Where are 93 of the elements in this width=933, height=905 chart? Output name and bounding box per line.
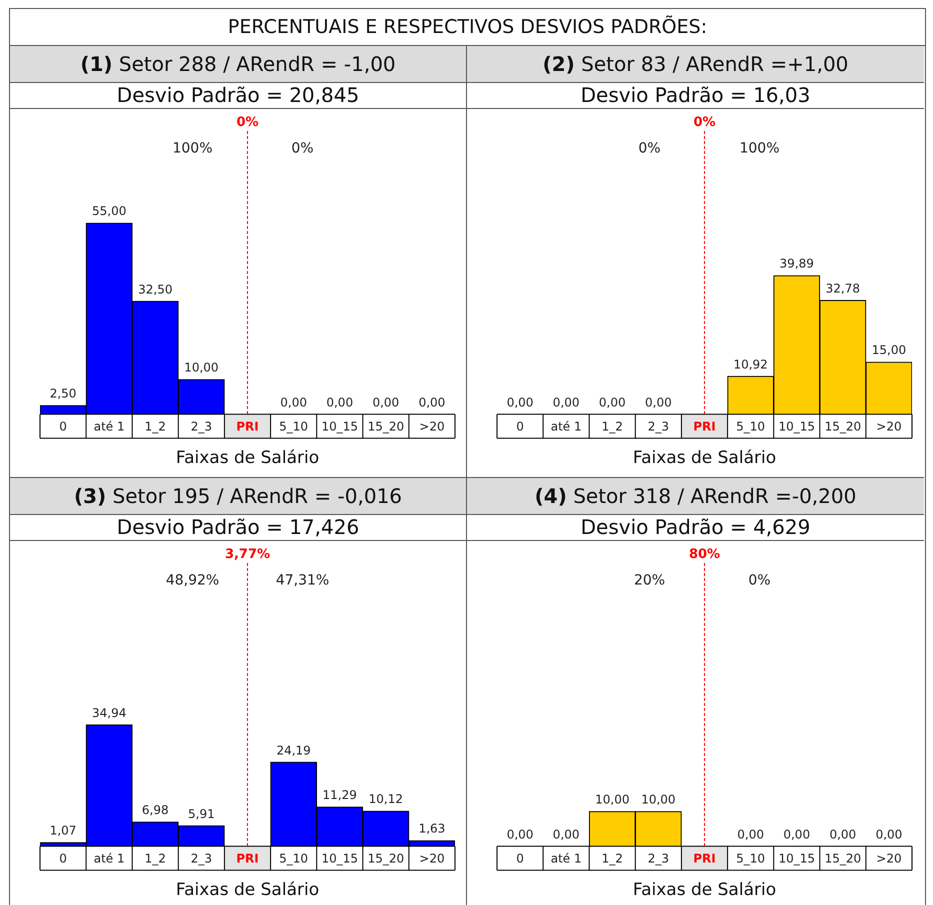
x-tick-label: até 1 [550, 852, 582, 866]
x-tick-label: PRI [693, 420, 716, 434]
data-label: 15,00 [872, 343, 906, 358]
ref-line-label: 0% [693, 114, 716, 130]
data-label: 10,12 [368, 792, 404, 806]
data-label: 0,00 [326, 395, 354, 410]
x-tick-label: 5_10 [736, 852, 766, 866]
data-label: 1,07 [50, 824, 76, 838]
data-label: 32,78 [826, 281, 860, 296]
chart-subtitle: Desvio Padrão = 17,426 [10, 515, 466, 541]
x-tick-label: 5_10 [736, 420, 766, 434]
chart-subtitle: Desvio Padrão = 20,845 [10, 83, 466, 109]
chart-title: (1) Setor 288 / ARendR = -1,00 [10, 46, 466, 83]
x-tick-label: >20 [419, 420, 445, 434]
x-tick-label: 2_3 [648, 852, 670, 866]
x-tick-label: 0 [59, 852, 67, 866]
chart-title: (4) Setor 318 / ARendR =-0,200 [467, 478, 924, 515]
x-tick-label: PRI [236, 852, 259, 866]
chart-title: (2) Setor 83 / ARendR =+1,00 [467, 46, 924, 83]
x-axis-title: Faixas de Salário [176, 448, 320, 468]
data-label: 0,00 [876, 827, 902, 842]
text: 20% [634, 572, 666, 589]
data-label: 10,00 [184, 360, 219, 375]
x-axis-title: Faixas de Salário [632, 880, 776, 900]
data-label: 1,63 [418, 822, 446, 836]
x-tick-label: 5_10 [279, 852, 308, 866]
data-label: 0,00 [506, 827, 534, 842]
x-tick-label: 15_20 [368, 852, 404, 866]
data-label: 0,00 [506, 395, 534, 410]
x-tick-label: PRI [693, 852, 716, 866]
ref-line-label: 80% [688, 546, 720, 562]
data-label: 0,00 [598, 395, 626, 410]
text: 0% [638, 140, 661, 157]
x-tick-label: 2_3 [190, 852, 212, 866]
x-tick-label: 0 [59, 420, 67, 434]
text: 48,92% [166, 572, 220, 589]
data-label: 0,00 [783, 827, 810, 842]
x-tick-label: 10_15 [778, 420, 815, 434]
data-label: 0,00 [418, 395, 446, 410]
x-tick-label: 15_20 [824, 852, 862, 866]
data-label: 24,19 [276, 743, 311, 758]
x-tick-label: até 1 [94, 420, 125, 434]
data-label: 55,00 [92, 204, 126, 218]
x-tick-label: 15_20 [368, 420, 404, 434]
text: 47,31% [276, 572, 330, 589]
text: 0% [291, 140, 314, 157]
text: 100% [739, 140, 780, 157]
text: PERCENTUAIS E RESPECTIVOS DESVIOS PADRÕES: [10, 9, 925, 46]
x-tick-label: 10_15 [778, 852, 815, 866]
data-label: 0,00 [829, 827, 856, 842]
data-label: 6,98 [142, 803, 169, 818]
data-label: 0,00 [552, 395, 580, 410]
x-tick-label: >20 [419, 852, 445, 866]
x-tick-label: 5_10 [279, 420, 308, 434]
data-label: 11,29 [322, 788, 357, 802]
x-tick-label: até 1 [94, 852, 125, 866]
data-label: 2,50 [50, 386, 76, 401]
chart-subtitle: Desvio Padrão = 16,03 [467, 83, 924, 109]
data-label: 0,00 [552, 827, 580, 842]
x-tick-label: >20 [876, 852, 902, 866]
x-tick-label: 2_3 [648, 420, 670, 434]
x-tick-label: 0 [516, 852, 524, 866]
x-tick-label: 1_2 [602, 852, 623, 866]
x-tick-label: 1_2 [144, 852, 166, 866]
x-tick-label: PRI [236, 420, 259, 434]
text: 0% [748, 572, 771, 589]
data-label: 32,50 [138, 282, 172, 296]
text: 100% [172, 140, 213, 157]
data-label: 10,00 [641, 792, 676, 807]
data-label: 5,91 [188, 806, 215, 821]
x-tick-label: 10_15 [321, 420, 358, 434]
x-tick-label: 1_2 [602, 420, 623, 434]
ref-line-label: 0% [236, 114, 259, 130]
data-label: 0,00 [737, 827, 764, 842]
x-axis-title: Faixas de Salário [632, 448, 776, 468]
x-axis-title: Faixas de Salário [176, 880, 320, 900]
data-label: 34,94 [92, 706, 126, 720]
x-tick-label: até 1 [550, 420, 582, 434]
data-label: 0,00 [280, 395, 307, 410]
data-label: 10,00 [595, 792, 630, 807]
data-label: 0,00 [645, 395, 672, 410]
x-tick-label: >20 [876, 420, 902, 434]
data-label: 10,92 [733, 357, 768, 372]
chart-subtitle: Desvio Padrão = 4,629 [467, 515, 924, 541]
x-tick-label: 15_20 [824, 420, 862, 434]
x-tick-label: 10_15 [321, 852, 358, 866]
x-tick-label: 2_3 [190, 420, 212, 434]
data-label: 0,00 [372, 395, 400, 410]
data-label: 39,89 [780, 256, 814, 271]
x-tick-label: 1_2 [144, 420, 166, 434]
x-tick-label: 0 [516, 420, 524, 434]
chart-title: (3) Setor 195 / ARendR = -0,016 [10, 478, 466, 515]
ref-line-label: 3,77% [224, 546, 270, 562]
